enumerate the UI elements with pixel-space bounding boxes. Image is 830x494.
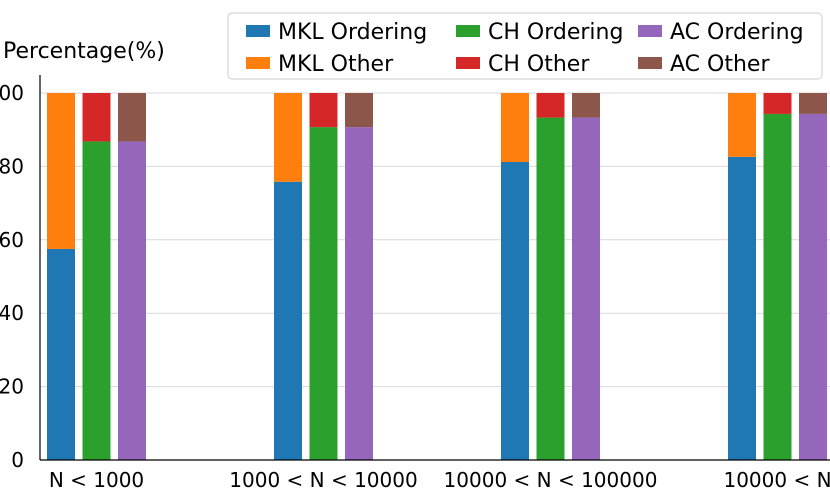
legend: MKL Ordering CH Ordering AC Ordering MKL Ot…	[227, 12, 823, 80]
bar-ac-other-2	[572, 93, 600, 118]
bar-mkl-ordering-1	[274, 181, 302, 460]
bar-ac-ordering-2	[572, 117, 600, 461]
y-tick-label-60: 60	[0, 228, 24, 252]
y-axis-title: Percentage(%)	[3, 39, 165, 64]
bars	[47, 93, 827, 461]
bar-ac-ordering-1	[345, 127, 373, 461]
bar-ch-ordering-1	[309, 127, 338, 461]
x-tick-label-2: 10000 < N < 100000	[444, 468, 658, 492]
legend-swatch-ac-other	[638, 57, 662, 69]
bar-mkl-ordering-0	[47, 248, 75, 460]
bar-ac-other-0	[118, 93, 146, 142]
legend-swatch-mkl-other	[246, 57, 270, 69]
bar-mkl-ordering-2	[501, 161, 529, 460]
legend-label-ac-ordering: AC Ordering	[670, 20, 804, 45]
y-tick-label-40: 40	[0, 301, 24, 325]
y-tick-labels: 0 20 40 60 80 100	[0, 81, 24, 472]
legend-swatch-ch-other	[456, 57, 480, 69]
legend-box	[227, 12, 823, 80]
bar-ac-ordering-3	[799, 113, 827, 460]
bar-mkl-other-3	[728, 93, 756, 157]
legend-label-ch-other: CH Other	[488, 52, 590, 77]
axes	[39, 75, 830, 461]
bar-ch-ordering-2	[536, 117, 565, 461]
y-tick-label-20: 20	[0, 375, 24, 399]
bar-mkl-other-1	[274, 93, 302, 182]
y-tick-label-80: 80	[0, 154, 24, 178]
legend-label-mkl-ordering: MKL Ordering	[278, 20, 427, 45]
legend-label-ac-other: AC Other	[670, 52, 770, 77]
legend-swatch-ch-ordering	[456, 25, 480, 37]
legend-swatch-ac-ordering	[638, 25, 662, 37]
y-tick-label-0: 0	[11, 448, 24, 472]
x-tick-label-3: 10000 < N	[723, 468, 830, 492]
y-tick-label-100: 100	[0, 81, 24, 105]
bar-mkl-ordering-3	[728, 156, 756, 460]
legend-label-mkl-other: MKL Other	[278, 52, 394, 77]
bar-mkl-other-0	[47, 93, 75, 249]
x-tick-label-1: 1000 < N < 10000	[229, 468, 417, 492]
x-tick-labels: N < 1000 1000 < N < 10000 10000 < N < 1000…	[49, 468, 830, 492]
grid-lines	[40, 92, 830, 388]
bar-ac-ordering-0	[118, 141, 146, 460]
bar-ch-other-2	[536, 93, 565, 118]
x-tick-label-0: N < 1000	[49, 468, 144, 492]
bar-mkl-other-2	[501, 93, 529, 162]
bar-ch-other-0	[82, 93, 111, 142]
bar-ch-other-3	[763, 93, 792, 114]
bar-ac-other-1	[345, 93, 373, 128]
legend-label-ch-ordering: CH Ordering	[488, 20, 623, 45]
bar-ch-other-1	[309, 93, 338, 128]
bar-ac-other-3	[799, 93, 827, 114]
legend-swatch-mkl-ordering	[246, 25, 270, 37]
bar-ch-ordering-3	[763, 113, 792, 460]
bar-ch-ordering-0	[82, 141, 111, 460]
